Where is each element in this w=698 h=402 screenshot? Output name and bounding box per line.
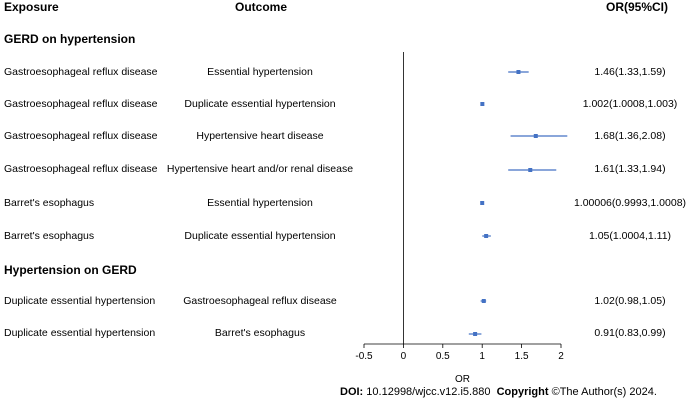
row-1-outcome: Essential hypertension: [207, 66, 313, 78]
row-1-exposure: Gastroesophageal reflux disease: [4, 66, 158, 78]
point-estimate-row-6: [484, 234, 489, 238]
row-7-outcome: Gastroesophageal reflux disease: [183, 295, 337, 307]
point-estimate-row-2: [480, 102, 485, 106]
x-tick-label: 2: [558, 351, 564, 362]
row-7-exposure: Duplicate essential hypertension: [4, 295, 156, 307]
row-7-or: 1.02(0.98,1.05): [594, 295, 666, 307]
x-tick-label: 1.5: [515, 351, 529, 362]
row-8-exposure: Duplicate essential hypertension: [4, 327, 156, 339]
row-2-or: 1.002(1.0008,1.003): [582, 98, 678, 110]
row-5-outcome: Essential hypertension: [207, 197, 313, 209]
row-6-or: 1.05(1.0004,1.11): [588, 230, 672, 242]
row-2-exposure: Gastroesophageal reflux disease: [4, 98, 158, 110]
row-3-outcome: Hypertensive heart disease: [196, 130, 324, 142]
x-axis-ticks: -0.5 0 0.5 1 1.5 2: [355, 344, 564, 362]
x-tick-label: -0.5: [355, 351, 373, 362]
footer: DOI: 10.12998/wjcc.v12.i5.880 Copyright …: [340, 386, 657, 398]
point-estimate-row-4: [528, 168, 533, 172]
row-5-exposure: Barret's esophagus: [4, 197, 95, 209]
x-axis-label: OR: [455, 374, 470, 385]
row-4-exposure: Gastroesophageal reflux disease: [4, 163, 158, 175]
point-estimate-row-5: [480, 201, 485, 205]
x-tick-label: 0.5: [436, 351, 450, 362]
header-exposure: Exposure: [4, 0, 59, 14]
row-6-outcome: Duplicate essential hypertension: [184, 230, 336, 242]
point-estimate-row-8: [473, 332, 478, 336]
section-title-gerd-on-hypertension: GERD on hypertension: [4, 32, 136, 46]
doi-value: 10.12998/wjcc.v12.i5.880: [366, 386, 491, 398]
doi-label: DOI:: [340, 386, 364, 398]
row-6-exposure: Barret's esophagus: [4, 230, 95, 242]
point-estimate-row-7: [481, 299, 486, 303]
point-estimate-row-3: [533, 134, 538, 138]
x-tick-label: 1: [479, 351, 485, 362]
row-8-or: 0.91(0.83,0.99): [594, 327, 666, 339]
header-outcome: Outcome: [235, 0, 288, 14]
row-4-or: 1.61(1.33,1.94): [594, 163, 666, 175]
row-1-or: 1.46(1.33,1.59): [594, 66, 666, 78]
copyright-value: ©The Author(s) 2024.: [551, 386, 657, 398]
point-estimate-row-1: [516, 70, 521, 74]
row-8-outcome: Barret's esophagus: [214, 327, 306, 339]
x-tick-label: 0: [401, 351, 407, 362]
row-2-outcome: Duplicate essential hypertension: [184, 98, 336, 110]
header-or: OR(95%CI): [606, 0, 669, 14]
row-3-exposure: Gastroesophageal reflux disease: [4, 130, 158, 142]
row-5-or: 1.00006(0.9993,1.0008): [573, 197, 687, 209]
section-title-hypertension-on-gerd: Hypertension on GERD: [4, 263, 137, 277]
estimate-marks: [468, 70, 568, 336]
row-4-outcome: Hypertensive heart and/or renal disease: [166, 163, 354, 175]
row-3-or: 1.68(1.36,2.08): [594, 130, 666, 142]
copyright-label: Copyright: [496, 386, 549, 398]
